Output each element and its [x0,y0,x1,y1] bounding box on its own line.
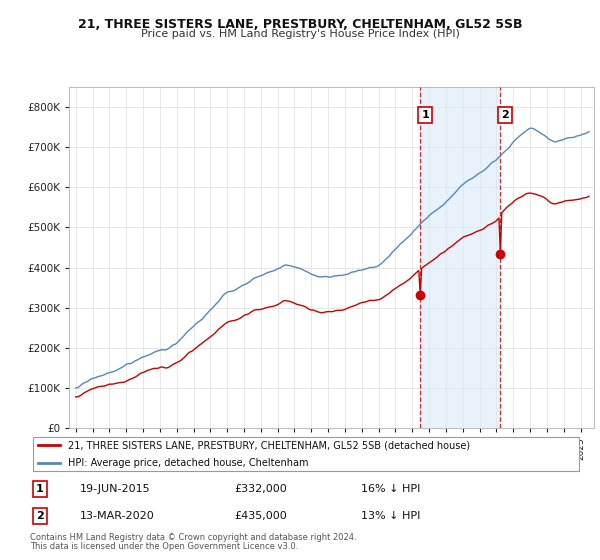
Text: Contains HM Land Registry data © Crown copyright and database right 2024.: Contains HM Land Registry data © Crown c… [30,533,356,542]
Text: 2: 2 [36,511,44,521]
Text: 21, THREE SISTERS LANE, PRESTBURY, CHELTENHAM, GL52 5SB (detached house): 21, THREE SISTERS LANE, PRESTBURY, CHELT… [68,440,470,450]
FancyBboxPatch shape [33,437,579,472]
Text: This data is licensed under the Open Government Licence v3.0.: This data is licensed under the Open Gov… [30,542,298,551]
Text: HPI: Average price, detached house, Cheltenham: HPI: Average price, detached house, Chel… [68,458,308,468]
Text: 1: 1 [36,484,44,494]
Text: 1: 1 [421,110,429,120]
Bar [420,87,500,428]
Text: 2: 2 [501,110,509,120]
Text: 13% ↓ HPI: 13% ↓ HPI [361,511,421,521]
Text: 13-MAR-2020: 13-MAR-2020 [80,511,154,521]
Text: Price paid vs. HM Land Registry's House Price Index (HPI): Price paid vs. HM Land Registry's House … [140,29,460,39]
Text: 21, THREE SISTERS LANE, PRESTBURY, CHELTENHAM, GL52 5SB: 21, THREE SISTERS LANE, PRESTBURY, CHELT… [78,18,522,31]
Text: 16% ↓ HPI: 16% ↓ HPI [361,484,421,494]
Text: 19-JUN-2015: 19-JUN-2015 [80,484,151,494]
Text: £332,000: £332,000 [234,484,287,494]
Text: £435,000: £435,000 [234,511,287,521]
